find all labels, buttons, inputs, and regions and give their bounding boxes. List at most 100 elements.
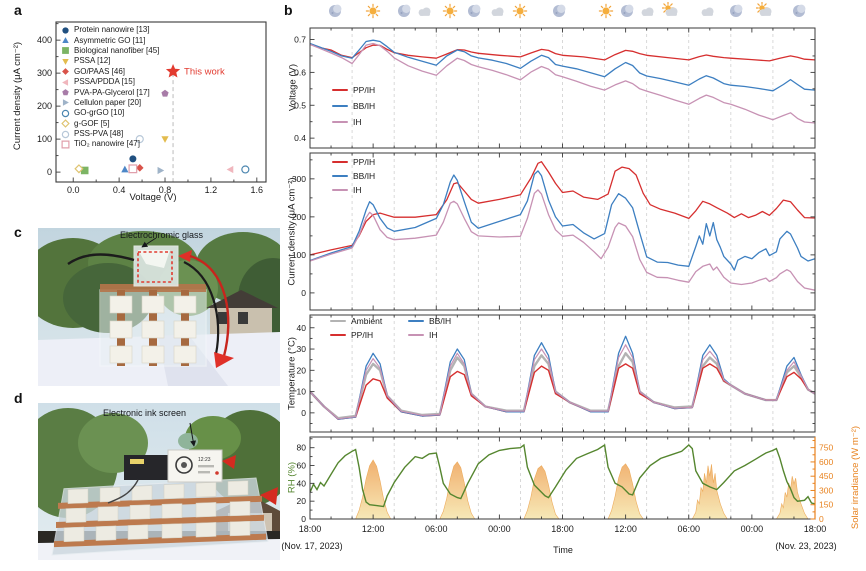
- red-clip-top: [178, 250, 192, 262]
- svg-text:0.0: 0.0: [67, 185, 80, 195]
- legend-item: PVA-PA-Glycerol [17]: [60, 87, 159, 97]
- legend-label: PP/IH: [351, 329, 374, 340]
- red-clip-right: [260, 487, 278, 505]
- svg-text:400: 400: [37, 35, 52, 45]
- current-ylabel: Current density (μA cm⁻²): [286, 177, 298, 286]
- svg-text:06:00: 06:00: [677, 524, 700, 534]
- legend-label: IH: [353, 184, 362, 195]
- acrylic-box: [99, 284, 207, 367]
- current-legend: PP/IH BB/IH IH: [332, 155, 375, 197]
- voltage-ylabel: Voltage (V): [287, 64, 299, 111]
- svg-text:200: 200: [37, 101, 52, 111]
- legend-label: Asymmetric GO [11]: [74, 35, 146, 45]
- legend-item: Protein nanowire [13]: [60, 25, 159, 35]
- red-clip-bottom: [214, 352, 234, 368]
- svg-text:600: 600: [819, 457, 833, 467]
- marker-circle: [62, 27, 69, 34]
- series-BB/IH: [310, 170, 815, 271]
- legend-item-BB/IH: BB/IH: [332, 169, 375, 183]
- panel-c-caption: Electrochromic glass: [120, 230, 204, 240]
- marker-triangle-right: [157, 166, 165, 175]
- svg-text:20: 20: [297, 496, 307, 506]
- marker-diamond: [74, 164, 84, 174]
- weather-icons-row: [310, 1, 815, 23]
- legend-label: Ambient: [351, 315, 383, 326]
- eink-time: 12:23: [198, 457, 211, 463]
- marker-circle: [135, 135, 144, 144]
- current-density-chart: 0 100 200 300: [278, 151, 866, 317]
- weather-icon-sun: [364, 2, 382, 20]
- legend-item-PP/IH: PP/IH: [330, 328, 382, 342]
- legend-item: GO/PAAS [46]: [60, 67, 159, 77]
- marker-triangle-right: [62, 99, 69, 107]
- svg-text:100: 100: [292, 250, 306, 260]
- svg-text:40: 40: [297, 323, 307, 333]
- legend-swatch: [332, 160, 348, 164]
- marker-triangle-left: [62, 78, 69, 86]
- legend-swatch: [408, 319, 424, 323]
- svg-text:80: 80: [297, 443, 307, 453]
- tilted-panel: [51, 477, 269, 556]
- legend-label: PSS-PVA [48]: [74, 129, 124, 139]
- legend-label: PSSA/PDDA [15]: [74, 77, 135, 87]
- weather-icon-moon: [727, 2, 745, 20]
- evaporator-squares: [63, 480, 251, 542]
- svg-text:40: 40: [297, 478, 307, 488]
- svg-text:0.8: 0.8: [159, 185, 172, 195]
- series-IH: [310, 344, 815, 420]
- weather-icon-moon: [790, 2, 808, 20]
- legend-item: PSSA/PDDA [15]: [60, 77, 159, 87]
- marker-diamond: [61, 119, 70, 128]
- legend-label: Biological nanofiber [45]: [74, 45, 160, 55]
- electrochromic-glass: [133, 245, 179, 287]
- svg-text:18:00: 18:00: [804, 524, 827, 534]
- marker-circle: [61, 109, 70, 118]
- chartV-svg: 0.4 0.5 0.6 0.7: [294, 27, 816, 149]
- panel-a-legend: Protein nanowire [13] Asymmetric GO [11] B…: [60, 25, 159, 150]
- voltage-legend: PP/IH BB/IH IH: [332, 82, 375, 130]
- marker-star: [165, 63, 181, 78]
- legend-item: Asymmetric GO [11]: [60, 35, 159, 45]
- eink-assembly: 12:23: [107, 449, 278, 505]
- marker-pentagon: [62, 89, 69, 96]
- legend-item-PP/IH: PP/IH: [332, 155, 375, 169]
- svg-text:0: 0: [47, 167, 52, 177]
- panel-a-svg: 0.0 0.4 0.8 1.2 1.6 0 100 200 300 400 This work: [37, 21, 267, 195]
- black-wire-right: [183, 261, 220, 355]
- marker-square: [61, 140, 70, 149]
- legend-item-IH: IH: [332, 183, 375, 197]
- series-IH: [310, 189, 815, 291]
- legend-swatch: [332, 174, 348, 178]
- legend-item: Cellulon paper [20]: [60, 98, 159, 108]
- marker-circle: [241, 165, 250, 174]
- legend-label: PVA-PA-Glycerol [17]: [74, 87, 150, 97]
- panel-a-scatter-chart: 0.0 0.4 0.8 1.2 1.6 0 100 200 300 400 This work: [8, 12, 280, 224]
- legend-swatch: [332, 188, 348, 192]
- red-clip: [222, 455, 236, 469]
- weather-icon-cloud: [698, 2, 716, 20]
- house: [206, 290, 278, 334]
- rh-ylabel: RH (%): [286, 461, 298, 494]
- weather-icon-cloud: [488, 2, 506, 20]
- marker-triangle-down: [62, 58, 69, 65]
- rh-solar-chart: 0 20 40 60 80 0 150 300 450 600 750 18:00 12:00 06:00…: [278, 435, 866, 540]
- legend-label: PP/IH: [353, 84, 376, 95]
- legend-item-PP/IH: PP/IH: [332, 82, 375, 98]
- weather-icon-sun: [441, 2, 459, 20]
- panel-label-b: b: [284, 2, 293, 18]
- legend-label: IH: [353, 116, 362, 127]
- legend-item-IH: IH: [408, 328, 451, 342]
- svg-text:300: 300: [819, 485, 833, 495]
- legend-item-BB/IH: BB/IH: [408, 314, 451, 328]
- panel-label-a: a: [14, 2, 22, 18]
- svg-text:06:00: 06:00: [425, 524, 448, 534]
- end-date-label: (Nov. 23, 2023): [775, 541, 837, 551]
- weather-icon-moon: [395, 2, 413, 20]
- temperature-chart: 0 10 20 30 40: [278, 313, 866, 439]
- svg-text:0.4: 0.4: [294, 133, 306, 143]
- svg-text:100: 100: [37, 134, 52, 144]
- svg-text:00:00: 00:00: [741, 524, 764, 534]
- panel-label-d: d: [14, 390, 23, 406]
- series-BB/IH: [310, 39, 815, 92]
